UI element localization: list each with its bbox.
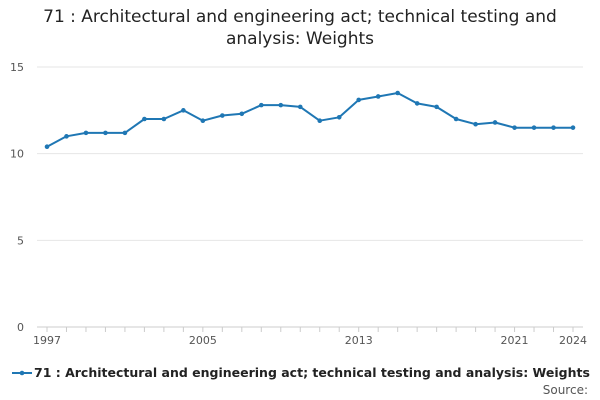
y-tick-label: 10 bbox=[10, 148, 24, 161]
data-point bbox=[414, 101, 420, 106]
data-point bbox=[44, 144, 50, 150]
data-point bbox=[122, 130, 128, 136]
x-tick-label: 2013 bbox=[345, 334, 373, 347]
data-point bbox=[356, 97, 362, 103]
data-point bbox=[492, 120, 498, 125]
data-point bbox=[64, 134, 69, 139]
x-tick-label: 2021 bbox=[501, 334, 529, 347]
y-tick-label: 15 bbox=[10, 61, 24, 74]
data-point bbox=[531, 125, 537, 130]
x-tick-label: 2005 bbox=[189, 334, 217, 347]
series-line bbox=[46, 92, 573, 148]
data-point bbox=[200, 118, 206, 124]
data-point bbox=[473, 121, 478, 127]
y-tick-label: 5 bbox=[17, 234, 24, 247]
data-point bbox=[336, 114, 342, 120]
data-point bbox=[395, 90, 400, 96]
data-point bbox=[161, 116, 167, 122]
data-point bbox=[142, 116, 147, 122]
legend-series-swatch bbox=[12, 370, 32, 376]
data-point bbox=[551, 125, 556, 130]
chart-title: 71 : Architectural and engineering act; … bbox=[20, 6, 580, 50]
data-point bbox=[278, 102, 284, 108]
data-point bbox=[103, 130, 108, 136]
data-point bbox=[434, 104, 439, 110]
x-tick-label: 1997 bbox=[33, 334, 61, 347]
data-point bbox=[512, 125, 517, 130]
data-point bbox=[297, 104, 303, 110]
data-point bbox=[83, 130, 89, 136]
legend-series-label: 71 : Architectural and engineering act; … bbox=[34, 365, 590, 380]
data-point bbox=[453, 116, 459, 122]
legend[interactable]: 71 : Architectural and engineering act; … bbox=[12, 365, 592, 383]
data-point bbox=[258, 102, 264, 108]
data-point bbox=[317, 118, 323, 124]
source-label: Source: bbox=[542, 383, 588, 397]
x-tick-label: 2024 bbox=[559, 334, 587, 347]
y-tick-label: 0 bbox=[17, 321, 24, 334]
data-point bbox=[570, 125, 576, 130]
chart-title-line-2: analysis: Weights bbox=[225, 29, 375, 49]
data-point bbox=[239, 111, 245, 117]
chart-title-line-1: 71 : Architectural and engineering act; … bbox=[43, 7, 557, 27]
data-point bbox=[220, 113, 225, 118]
data-point bbox=[181, 108, 186, 113]
data-point bbox=[375, 94, 381, 99]
